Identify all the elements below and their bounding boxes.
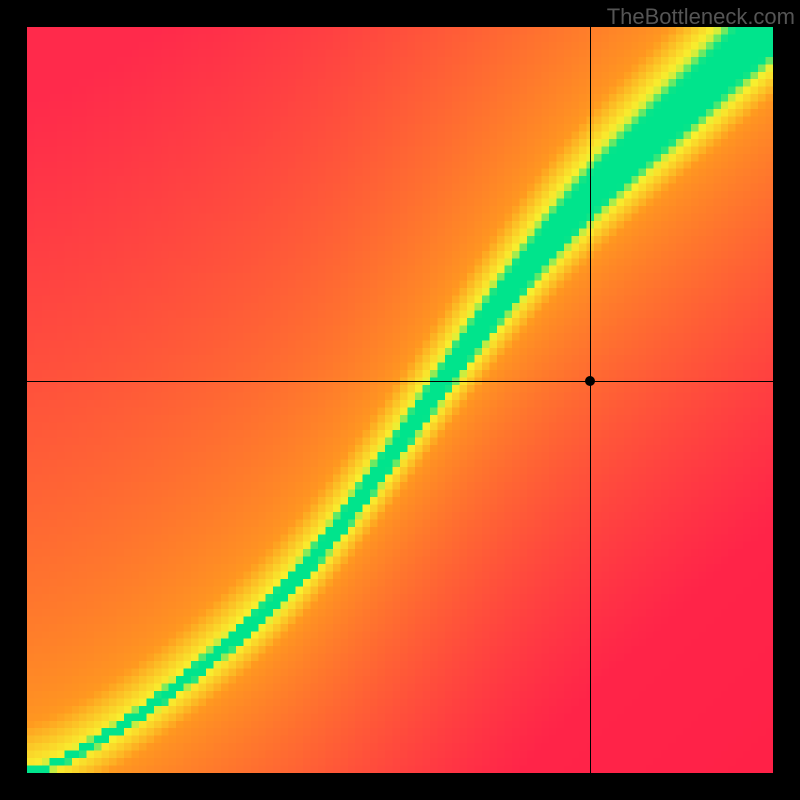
bottleneck-heatmap: [27, 27, 773, 773]
watermark-text: TheBottleneck.com: [607, 4, 795, 30]
crosshair-vertical: [590, 27, 591, 773]
crosshair-horizontal: [27, 381, 773, 382]
